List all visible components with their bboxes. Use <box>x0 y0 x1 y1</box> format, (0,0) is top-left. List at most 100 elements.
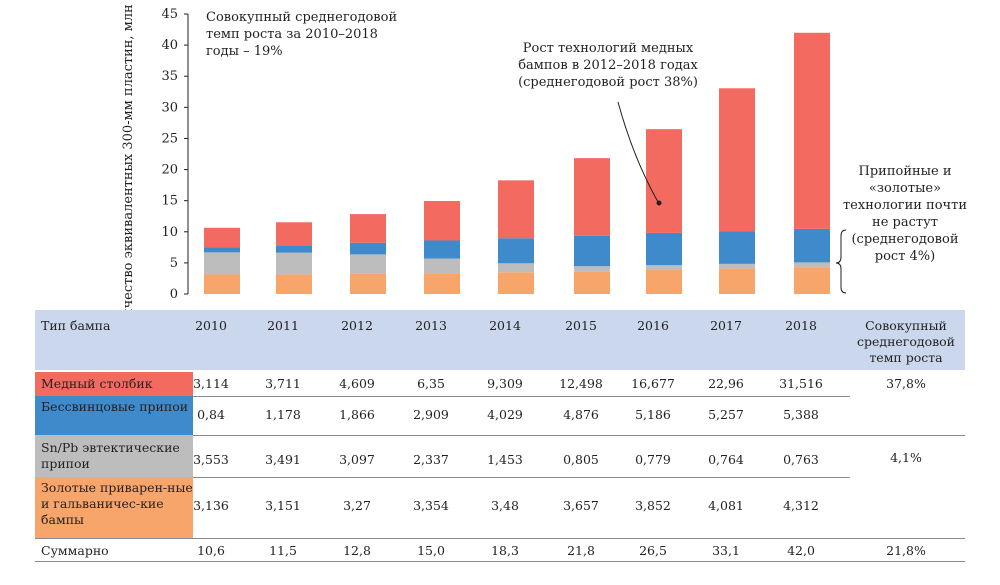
bar-segment <box>498 238 534 264</box>
table-cell: 4,312 <box>783 498 819 513</box>
bar-segment <box>424 273 460 294</box>
table-cell: 3,657 <box>563 498 599 513</box>
bar-segment <box>204 252 240 275</box>
year-header: 2015 <box>565 318 597 333</box>
bar-segment <box>794 228 830 263</box>
table-cell: 6,35 <box>417 376 445 391</box>
table-cell: 3,48 <box>491 498 519 513</box>
table-cell: 0,764 <box>708 452 744 467</box>
bar-segment <box>424 240 460 259</box>
y-tick-label: 20 <box>161 163 178 178</box>
row-label: Sn/Pb эвтектические припои <box>41 440 180 471</box>
bar-segment <box>794 32 830 229</box>
bar-segment <box>350 254 386 274</box>
table-cell: 10,6 <box>197 543 225 558</box>
row-swatch-leadfree <box>35 396 193 435</box>
table-cell: 1,866 <box>339 407 375 422</box>
row-swatch-copper <box>35 372 193 396</box>
table-cell: 4,876 <box>563 407 599 422</box>
flat-tech-brace <box>835 229 847 294</box>
row-swatch-snpb <box>35 435 193 477</box>
bar-segment <box>276 274 312 294</box>
bar-segment <box>719 88 755 232</box>
table-cell: 3,491 <box>265 452 301 467</box>
row-divider <box>193 396 850 397</box>
year-header: 2018 <box>785 318 817 333</box>
cagr-header: Совокупный среднегодовой темп роста <box>856 318 956 365</box>
row-label: Суммарно <box>41 543 109 558</box>
bar-segment <box>719 263 755 269</box>
table-bottom-line <box>35 561 965 562</box>
table-header-band <box>35 310 965 370</box>
y-tick-label: 40 <box>161 38 178 53</box>
table-cell: 42,0 <box>787 543 815 558</box>
year-header: 2016 <box>637 318 669 333</box>
table-cell: 0,805 <box>563 452 599 467</box>
table-cell: 3,27 <box>343 498 371 513</box>
table-cell: 22,96 <box>708 376 744 391</box>
table-cell: 2,337 <box>413 452 449 467</box>
y-tick-label: 5 <box>170 256 178 271</box>
row-swatch-gold <box>35 477 193 538</box>
cagr-copper: 37,8% <box>886 376 926 391</box>
y-tick-label: 0 <box>170 287 178 302</box>
bar-segment <box>276 252 312 275</box>
y-tick-label: 10 <box>161 225 178 240</box>
table-cell: 4,029 <box>487 407 523 422</box>
bar-segment <box>574 158 610 236</box>
y-axis-label: Количество эквивалентных 300-мм пластин,… <box>121 0 136 310</box>
table-cell: 5,186 <box>635 407 671 422</box>
table-cell: 18,3 <box>491 543 519 558</box>
table-cell: 3,151 <box>265 498 301 513</box>
table-cell: 4,609 <box>339 376 375 391</box>
bar-segment <box>204 247 240 253</box>
table-cell: 3,354 <box>413 498 449 513</box>
table-cell: 5,257 <box>708 407 744 422</box>
table-cell: 1,453 <box>487 452 523 467</box>
row-label: Золотые привaрен-ные и гальваничес-кие б… <box>41 480 193 527</box>
table-cell: 5,388 <box>783 407 819 422</box>
bar-segment <box>276 245 312 253</box>
row-label: Медный столбик <box>41 376 153 391</box>
bar-segment <box>204 227 240 248</box>
bar-segment <box>350 273 386 294</box>
bar-segment <box>646 129 682 233</box>
data-table: Тип бампа 2010 2011 2012 2013 2014 2015 2016 20… <box>35 310 965 581</box>
row-label: Бессвинцовые припои <box>41 399 189 414</box>
year-header: 2014 <box>489 318 521 333</box>
table-cell: 26,5 <box>639 543 667 558</box>
bar-segment <box>574 271 610 294</box>
y-tick-label: 35 <box>161 69 178 84</box>
row-divider <box>193 477 850 478</box>
table-cell: 12,498 <box>559 376 603 391</box>
table-cell: 3,852 <box>635 498 671 513</box>
table-cell: 3,097 <box>339 452 375 467</box>
y-tick-label: 30 <box>161 100 178 115</box>
bar-segment <box>646 265 682 271</box>
total-cagr-annotation: Совокупный среднегодовой темп роста за 2… <box>206 10 398 59</box>
bar-segment <box>794 262 830 268</box>
flat-tech-annotation: Припойные и «золотые» технологии почти н… <box>842 164 967 264</box>
table-cell: 4,081 <box>708 498 744 513</box>
bar-segment <box>350 214 386 243</box>
y-tick-label: 15 <box>161 194 178 209</box>
table-cell: 21,8 <box>567 543 595 558</box>
table-cell: 0,84 <box>197 407 225 422</box>
stacked-bar-chart: 0 5 10 15 20 25 30 35 40 45 Количество эквивалент… <box>121 0 847 310</box>
table-cell: 12,8 <box>343 543 371 558</box>
bar-segment <box>719 268 755 294</box>
bar-segment <box>646 232 682 266</box>
year-header: 2012 <box>341 318 373 333</box>
bar-segment <box>276 222 312 246</box>
bar-segment <box>424 200 460 241</box>
bar-segment <box>424 258 460 274</box>
y-tick-label: 25 <box>161 131 178 146</box>
bar-segment <box>350 242 386 255</box>
copper-annotation-dot <box>656 200 662 206</box>
table-cell: 31,516 <box>779 376 823 391</box>
table-cell: 3,711 <box>265 376 301 391</box>
table-cell: 3,136 <box>193 498 229 513</box>
bar-segment <box>719 231 755 264</box>
y-tick-label: 45 <box>161 7 178 22</box>
table-cell: 9,309 <box>487 376 523 391</box>
